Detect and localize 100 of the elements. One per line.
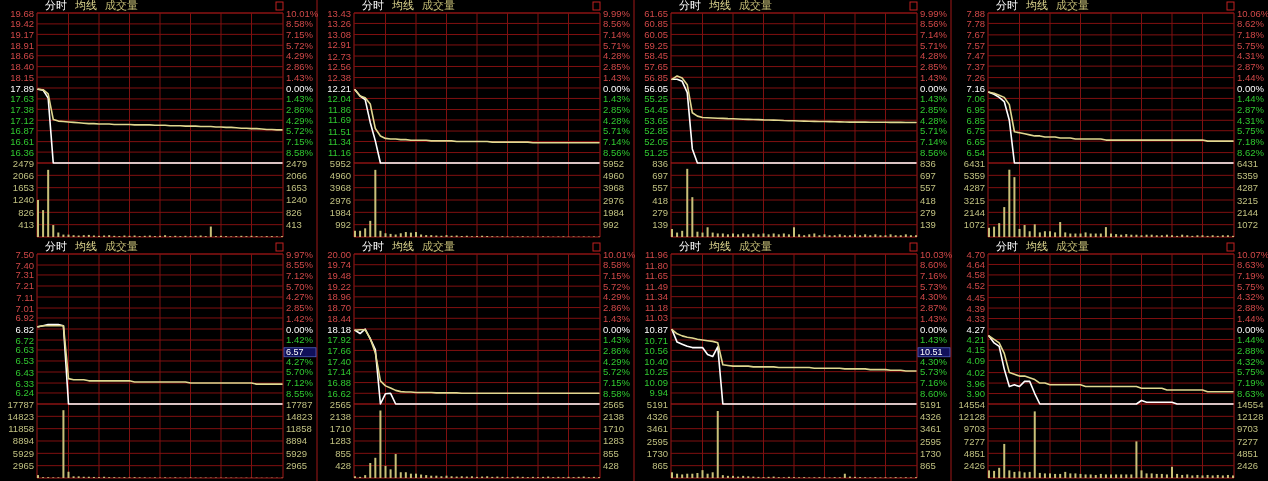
- y2-tick-label: 7.19%: [1237, 269, 1265, 281]
- text: 分时: [45, 240, 67, 252]
- y-tick-label: 6.63: [15, 344, 34, 356]
- y2-tick-label: 7.15%: [286, 136, 314, 148]
- y2-tick-label: 5.70%: [286, 280, 314, 292]
- y2-tick-label: 8.56%: [920, 146, 948, 158]
- text: 分时: [362, 0, 384, 11]
- y-tick-label: 10.09: [644, 377, 668, 389]
- y2-tick-label: 9.97%: [286, 248, 314, 260]
- y2-tick-label: 5.72%: [286, 39, 314, 51]
- line-series: [988, 91, 1234, 142]
- y2-tick-label: 5191: [920, 398, 942, 410]
- y-tick-label: 4.02: [966, 367, 985, 379]
- y-tick-label: 1072: [963, 219, 985, 231]
- y-tick-label: 11.80: [644, 259, 668, 271]
- y-tick-label: 9703: [963, 423, 985, 435]
- y2-tick-label: 2.87%: [920, 302, 948, 314]
- y-tick-label: 11.69: [327, 114, 351, 126]
- bar: [726, 475, 729, 478]
- bar: [1150, 473, 1153, 478]
- y2-tick-label: 1.44%: [1237, 312, 1265, 324]
- bar: [988, 470, 990, 478]
- y-tick-label: 7277: [963, 435, 985, 447]
- bar: [1064, 471, 1067, 478]
- y2-tick-label: 1.44%: [1237, 93, 1265, 105]
- bar: [1043, 231, 1046, 237]
- y2-tick-label: 5.71%: [603, 39, 631, 51]
- y-tick-label: 17.89: [10, 82, 34, 94]
- y-tick-label: 6.72: [15, 334, 34, 346]
- bar: [1028, 471, 1031, 478]
- y-tick-label: 4.64: [966, 258, 985, 270]
- bar: [364, 228, 367, 237]
- y2-tick-label: 2.88%: [1237, 302, 1265, 314]
- y2-tick-label: 5.71%: [920, 125, 948, 137]
- y-tick-label: 18.66: [10, 50, 34, 62]
- y-tick-label: 17.38: [10, 103, 34, 115]
- bar: [993, 226, 996, 237]
- y-tick-label: 865: [652, 460, 668, 472]
- y2-tick-label: 8.55%: [286, 259, 314, 271]
- bar: [787, 234, 790, 237]
- y2-tick-label: 1.43%: [603, 334, 631, 346]
- y2-tick-label: 1710: [603, 423, 625, 435]
- y2-tick-label: 8.56%: [603, 18, 631, 30]
- y2-tick-label: 5.72%: [286, 125, 314, 137]
- bar: [1201, 475, 1204, 478]
- text: 均线: [1025, 0, 1048, 11]
- y2-tick-label: 4.29%: [286, 50, 314, 62]
- y-tick-label: 11.34: [327, 135, 351, 147]
- y-tick-label: 17.66: [327, 344, 351, 356]
- bar: [1013, 177, 1016, 237]
- bar: [798, 234, 801, 237]
- y2-tick-label: 17787: [286, 398, 313, 410]
- bar: [1003, 207, 1006, 237]
- bar: [47, 169, 50, 237]
- bar: [904, 234, 907, 237]
- y2-tick-label: 4.31%: [1237, 50, 1265, 62]
- y-tick-label: 5191: [646, 398, 668, 410]
- y-tick-label: 51.25: [644, 146, 668, 158]
- text: 均线: [708, 240, 731, 252]
- bar: [354, 230, 356, 237]
- text: 成交量: [422, 0, 455, 11]
- bar: [1125, 234, 1128, 237]
- y-tick-label: 16.61: [10, 136, 34, 148]
- y-tick-label: 2565: [329, 398, 351, 410]
- bar: [384, 233, 387, 237]
- y2-tick-label: 8.62%: [1237, 18, 1265, 30]
- y-tick-label: 1730: [646, 447, 668, 459]
- bar: [716, 233, 719, 237]
- bar: [998, 223, 1001, 237]
- y-tick-label: 18.40: [10, 61, 34, 73]
- y-tick-label: 13.26: [327, 17, 351, 29]
- bar: [726, 234, 729, 237]
- bar: [1155, 473, 1158, 478]
- line-series: [671, 328, 917, 405]
- y-tick-label: 19.74: [327, 259, 351, 271]
- bar: [742, 475, 745, 478]
- y2-tick-label: 4.32%: [1237, 355, 1265, 367]
- y-tick-label: 61.65: [644, 7, 668, 19]
- y-tick-label: 6.92: [15, 312, 34, 324]
- y2-tick-label: 4.29%: [286, 114, 314, 126]
- y-tick-label: 7.11: [16, 291, 34, 303]
- y2-tick-label: 557: [920, 182, 936, 194]
- bar: [793, 227, 795, 237]
- y-tick-label: 1240: [12, 194, 34, 206]
- y-tick-label: 2144: [963, 206, 985, 218]
- bar: [706, 227, 709, 237]
- bar: [993, 470, 996, 478]
- y2-tick-label: 0.00%: [286, 82, 314, 94]
- bar: [1033, 224, 1036, 237]
- y2-tick-label: 3461: [920, 423, 942, 435]
- bar: [394, 454, 397, 478]
- y-tick-label: 3461: [646, 423, 668, 435]
- bar: [1084, 232, 1087, 237]
- y2-tick-label: 8.62%: [1237, 146, 1265, 158]
- y-tick-label: 7.01: [15, 302, 34, 314]
- y-tick-label: 4960: [329, 169, 351, 181]
- bar: [1054, 232, 1057, 237]
- y2-tick-label: 0.00%: [920, 323, 948, 335]
- y-tick-label: 17.14: [327, 366, 351, 378]
- y2-tick-label: 10.01%: [286, 7, 319, 19]
